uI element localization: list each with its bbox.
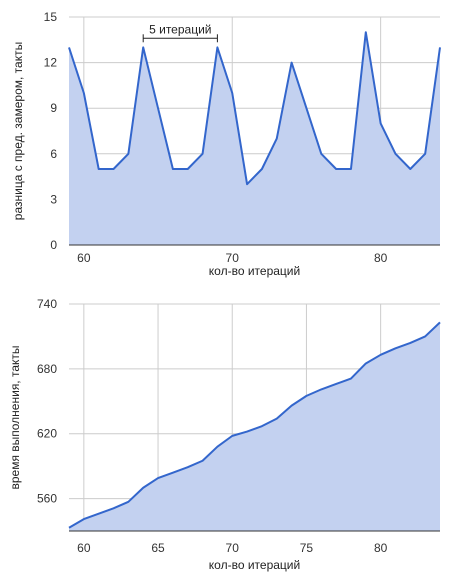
series-line xyxy=(68,321,441,529)
y-tick-label: 560 xyxy=(37,492,57,506)
x-tick-label: 70 xyxy=(226,541,240,555)
x-axis-title: кол-во итераций xyxy=(209,264,300,278)
x-tick-label: 60 xyxy=(77,541,91,555)
y-tick-label: 680 xyxy=(37,362,57,376)
x-tick-label: 65 xyxy=(151,541,165,555)
series-area xyxy=(69,322,440,531)
y-tick-label: 0 xyxy=(50,238,57,252)
x-tick-label: 60 xyxy=(77,251,91,265)
x-axis-title: кол-во итераций xyxy=(209,558,300,572)
y-tick-label: 15 xyxy=(44,10,58,24)
y-tick-label: 12 xyxy=(44,56,58,70)
x-tick-label: 80 xyxy=(374,541,388,555)
y-tick-label: 620 xyxy=(37,427,57,441)
y-tick-label: 6 xyxy=(50,147,57,161)
series-line xyxy=(68,31,441,186)
y-tick-label: 9 xyxy=(50,101,57,115)
series-area xyxy=(69,32,440,246)
chart-time: 560 620 680 740 60 65 70 75 80 кол-во итераций вре… xyxy=(8,297,441,572)
chart-diff: 0 3 6 9 12 15 60 70 80 кол-во итераций разница с п… xyxy=(11,10,441,278)
y-axis-title: время выполнения, такты xyxy=(8,345,22,489)
y-axis-title: разница с пред. замером, такты xyxy=(11,42,25,220)
y-tick-label: 3 xyxy=(50,192,57,206)
y-tick-label: 740 xyxy=(37,297,57,311)
annotation-label: 5 итераций xyxy=(149,22,211,36)
x-tick-label: 80 xyxy=(374,251,388,265)
x-tick-label: 75 xyxy=(300,541,314,555)
x-tick-label: 70 xyxy=(226,251,240,265)
